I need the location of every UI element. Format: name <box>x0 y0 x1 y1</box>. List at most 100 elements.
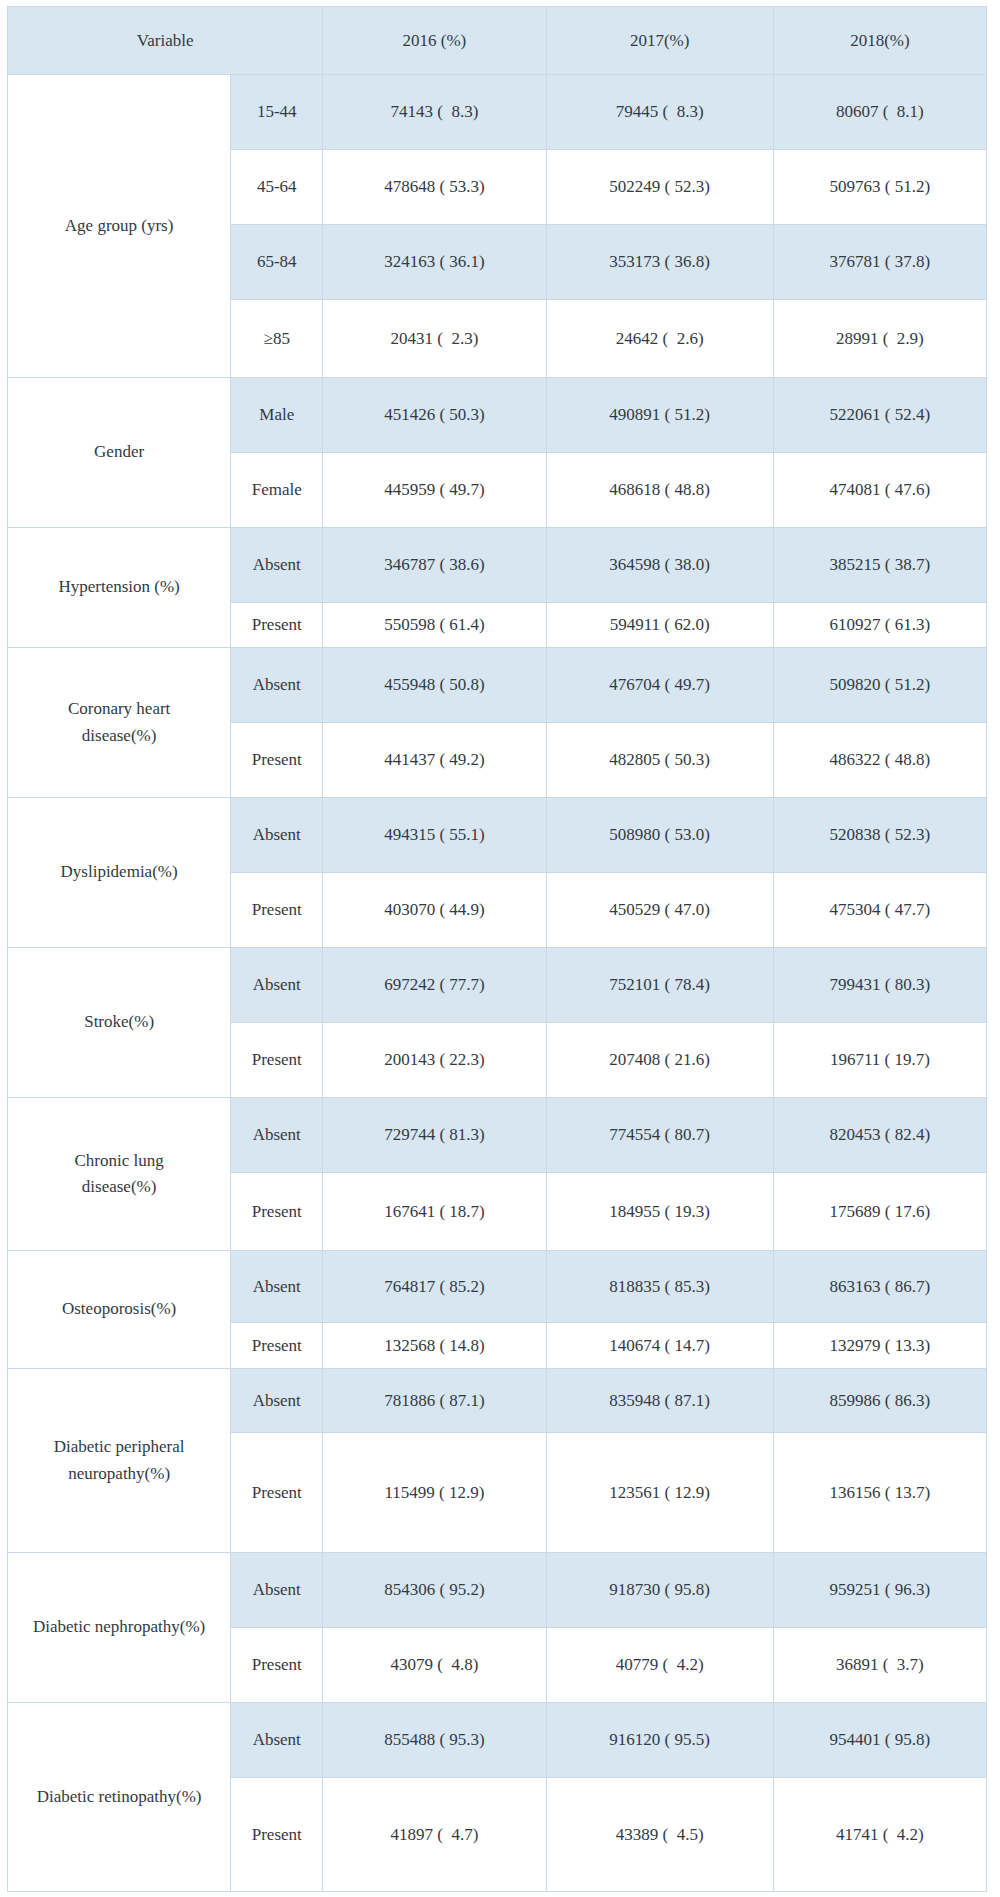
table-row: Dyslipidemia(%)Absent494315 ( 55.1)50898… <box>8 798 987 873</box>
value-cell: 594911 ( 62.0) <box>546 603 773 648</box>
value-cell: 450529 ( 47.0) <box>546 873 773 948</box>
value-cell: 509763 ( 51.2) <box>773 150 986 225</box>
variable-label-cell: Diabetic peripheral neuropathy(%) <box>8 1369 231 1553</box>
category-cell: 15-44 <box>231 75 323 150</box>
value-cell: 41741 ( 4.2) <box>773 1778 986 1892</box>
category-cell: Female <box>231 453 323 528</box>
value-cell: 799431 ( 80.3) <box>773 948 986 1023</box>
value-cell: 854306 ( 95.2) <box>323 1553 546 1628</box>
value-cell: 522061 ( 52.4) <box>773 378 986 453</box>
category-cell: Absent <box>231 1369 323 1433</box>
category-cell: Present <box>231 873 323 948</box>
value-cell: 74143 ( 8.3) <box>323 75 546 150</box>
variable-label-cell: Diabetic retinopathy(%) <box>8 1703 231 1892</box>
category-cell: Present <box>231 603 323 648</box>
category-cell: Absent <box>231 1553 323 1628</box>
table-header: Variable 2016 (%) 2017(%) 2018(%) <box>8 7 987 75</box>
value-cell: 385215 ( 38.7) <box>773 528 986 603</box>
category-cell: 65-84 <box>231 225 323 300</box>
value-cell: 200143 ( 22.3) <box>323 1023 546 1098</box>
table-body: Age group (yrs)15-4474143 ( 8.3)79445 ( … <box>8 75 987 1892</box>
header-2017: 2017(%) <box>546 7 773 75</box>
value-cell: 441437 ( 49.2) <box>323 723 546 798</box>
value-cell: 136156 ( 13.7) <box>773 1433 986 1553</box>
value-cell: 123561 ( 12.9) <box>546 1433 773 1553</box>
value-cell: 41897 ( 4.7) <box>323 1778 546 1892</box>
value-cell: 863163 ( 86.7) <box>773 1251 986 1323</box>
value-cell: 364598 ( 38.0) <box>546 528 773 603</box>
variable-label-cell: Stroke(%) <box>8 948 231 1098</box>
table-row: Diabetic retinopathy(%)Absent855488 ( 95… <box>8 1703 987 1778</box>
variable-label-cell: Diabetic nephropathy(%) <box>8 1553 231 1703</box>
table-row: Age group (yrs)15-4474143 ( 8.3)79445 ( … <box>8 75 987 150</box>
value-cell: 959251 ( 96.3) <box>773 1553 986 1628</box>
category-cell: Absent <box>231 948 323 1023</box>
value-cell: 818835 ( 85.3) <box>546 1251 773 1323</box>
value-cell: 79445 ( 8.3) <box>546 75 773 150</box>
header-variable: Variable <box>8 7 323 75</box>
value-cell: 474081 ( 47.6) <box>773 453 986 528</box>
table-row: Osteoporosis(%)Absent764817 ( 85.2)81883… <box>8 1251 987 1323</box>
value-cell: 324163 ( 36.1) <box>323 225 546 300</box>
table-row: Stroke(%)Absent697242 ( 77.7)752101 ( 78… <box>8 948 987 1023</box>
variable-label-cell: Gender <box>8 378 231 528</box>
category-cell: Present <box>231 723 323 798</box>
value-cell: 954401 ( 95.8) <box>773 1703 986 1778</box>
value-cell: 468618 ( 48.8) <box>546 453 773 528</box>
value-cell: 486322 ( 48.8) <box>773 723 986 798</box>
value-cell: 520838 ( 52.3) <box>773 798 986 873</box>
value-cell: 140674 ( 14.7) <box>546 1323 773 1369</box>
category-cell: Present <box>231 1023 323 1098</box>
category-cell: Present <box>231 1628 323 1703</box>
value-cell: 43389 ( 4.5) <box>546 1778 773 1892</box>
table-row: Diabetic peripheral neuropathy(%)Absent7… <box>8 1369 987 1433</box>
category-cell: Present <box>231 1778 323 1892</box>
value-cell: 115499 ( 12.9) <box>323 1433 546 1553</box>
category-cell: Male <box>231 378 323 453</box>
value-cell: 167641 ( 18.7) <box>323 1173 546 1251</box>
category-cell: Absent <box>231 1251 323 1323</box>
value-cell: 916120 ( 95.5) <box>546 1703 773 1778</box>
value-cell: 376781 ( 37.8) <box>773 225 986 300</box>
value-cell: 859986 ( 86.3) <box>773 1369 986 1433</box>
value-cell: 445959 ( 49.7) <box>323 453 546 528</box>
value-cell: 346787 ( 38.6) <box>323 528 546 603</box>
value-cell: 132979 ( 13.3) <box>773 1323 986 1369</box>
category-cell: 45-64 <box>231 150 323 225</box>
table-row: Coronary heart disease(%)Absent455948 ( … <box>8 648 987 723</box>
value-cell: 835948 ( 87.1) <box>546 1369 773 1433</box>
value-cell: 24642 ( 2.6) <box>546 300 773 378</box>
value-cell: 509820 ( 51.2) <box>773 648 986 723</box>
value-cell: 550598 ( 61.4) <box>323 603 546 648</box>
value-cell: 43079 ( 4.8) <box>323 1628 546 1703</box>
value-cell: 502249 ( 52.3) <box>546 150 773 225</box>
value-cell: 175689 ( 17.6) <box>773 1173 986 1251</box>
value-cell: 451426 ( 50.3) <box>323 378 546 453</box>
header-2018: 2018(%) <box>773 7 986 75</box>
value-cell: 80607 ( 8.1) <box>773 75 986 150</box>
category-cell: Present <box>231 1323 323 1369</box>
value-cell: 774554 ( 80.7) <box>546 1098 773 1173</box>
value-cell: 729744 ( 81.3) <box>323 1098 546 1173</box>
value-cell: 494315 ( 55.1) <box>323 798 546 873</box>
value-cell: 781886 ( 87.1) <box>323 1369 546 1433</box>
value-cell: 918730 ( 95.8) <box>546 1553 773 1628</box>
category-cell: ≥85 <box>231 300 323 378</box>
variable-label-cell: Age group (yrs) <box>8 75 231 378</box>
category-cell: Present <box>231 1173 323 1251</box>
variable-label-cell: Dyslipidemia(%) <box>8 798 231 948</box>
category-cell: Absent <box>231 528 323 603</box>
table-row: Chronic lung disease(%)Absent729744 ( 81… <box>8 1098 987 1173</box>
table-row: Diabetic nephropathy(%)Absent854306 ( 95… <box>8 1553 987 1628</box>
value-cell: 820453 ( 82.4) <box>773 1098 986 1173</box>
variable-label-cell: Osteoporosis(%) <box>8 1251 231 1369</box>
table-row: GenderMale451426 ( 50.3)490891 ( 51.2)52… <box>8 378 987 453</box>
value-cell: 403070 ( 44.9) <box>323 873 546 948</box>
category-cell: Absent <box>231 648 323 723</box>
patient-characteristics-table: Variable 2016 (%) 2017(%) 2018(%) Age gr… <box>7 6 987 1892</box>
value-cell: 207408 ( 21.6) <box>546 1023 773 1098</box>
value-cell: 455948 ( 50.8) <box>323 648 546 723</box>
category-cell: Absent <box>231 1703 323 1778</box>
value-cell: 490891 ( 51.2) <box>546 378 773 453</box>
value-cell: 20431 ( 2.3) <box>323 300 546 378</box>
